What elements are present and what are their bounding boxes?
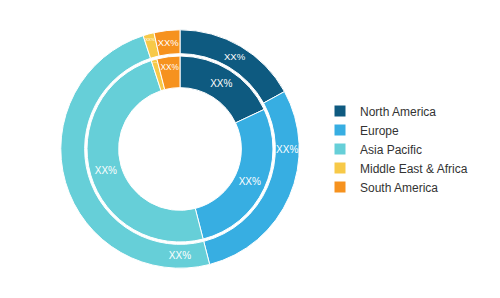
svg-text:XX%: XX% bbox=[210, 78, 232, 89]
svg-text:South America: South America bbox=[360, 181, 438, 195]
svg-text:XX%: XX% bbox=[239, 176, 261, 187]
svg-text:XX%: XX% bbox=[276, 144, 298, 155]
svg-text:XX%: XX% bbox=[158, 37, 180, 48]
svg-text:XX%: XX% bbox=[95, 165, 117, 176]
svg-text:XX%: XX% bbox=[224, 51, 246, 62]
svg-text:XX%: XX% bbox=[160, 62, 179, 72]
svg-text:XX%: XX% bbox=[152, 61, 157, 63]
svg-text:Middle East & Africa: Middle East & Africa bbox=[360, 162, 468, 176]
svg-text:Asia Pacific: Asia Pacific bbox=[360, 143, 422, 157]
svg-text:North America: North America bbox=[360, 105, 436, 119]
svg-text:XX%: XX% bbox=[145, 37, 155, 42]
svg-text:XX%: XX% bbox=[169, 250, 191, 261]
svg-text:Europe: Europe bbox=[360, 124, 399, 138]
